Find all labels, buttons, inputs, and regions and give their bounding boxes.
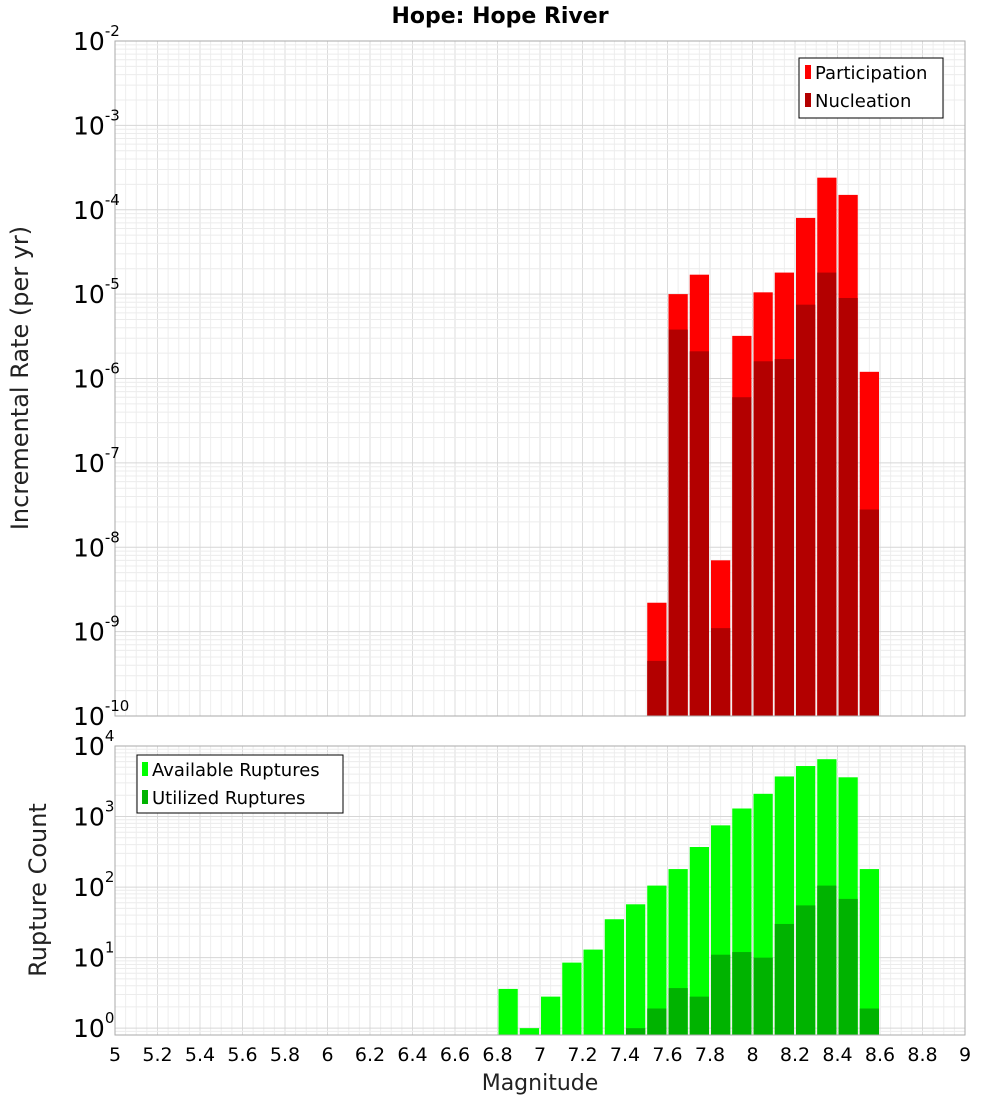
bar-utilized-ruptures-7.85 (711, 954, 731, 1035)
y-tick-label: 10-10 (73, 697, 129, 731)
bar-utilized-ruptures-8.45 (838, 898, 858, 1035)
x-tick-label: 7.2 (567, 1044, 597, 1066)
x-tick-label: 8 (746, 1044, 758, 1066)
bar-utilized-ruptures-7.95 (732, 952, 752, 1035)
x-tick-label: 7 (534, 1044, 546, 1066)
legend-box-2 (136, 754, 344, 814)
y-tick-label: 10-5 (73, 275, 120, 309)
x-tick-label: 5.4 (185, 1044, 215, 1066)
bar-nucleation-8.15 (774, 359, 794, 716)
x-tick-label: 6.4 (397, 1044, 427, 1066)
x-tick-label: 6.2 (355, 1044, 385, 1066)
axes-layer: 10-10 10-9 10-8 10-7 10-6 10-5 10-4 10-3 10-2 Inc… (6, 22, 971, 1066)
x-tick-label: 9 (959, 1044, 971, 1066)
legend-label: Participation (815, 63, 927, 84)
x-tick-label: 6.6 (440, 1044, 470, 1066)
bar-available-ruptures-7.75 (689, 847, 709, 1035)
y-tick-label: 10-4 (73, 191, 120, 225)
bars-layer (498, 177, 879, 1035)
legend-label: Available Ruptures (152, 760, 320, 781)
bar-nucleation-7.75 (689, 351, 709, 716)
x-tick-label: 8.6 (865, 1044, 895, 1066)
y-tick-label: 101 (73, 939, 114, 973)
legend-swatch (142, 762, 148, 776)
y-tick-label: 10-2 (73, 22, 120, 56)
bar-utilized-ruptures-7.75 (689, 996, 709, 1035)
x-tick-label: 6 (321, 1044, 333, 1066)
chart-title: Hope: Hope River (391, 4, 608, 29)
x-tick-label: 5 (109, 1044, 121, 1066)
bar-nucleation-7.55 (647, 660, 667, 716)
legend-swatch (805, 93, 811, 107)
bar-available-ruptures-7.05 (541, 996, 561, 1035)
bar-utilized-ruptures-8.15 (774, 923, 794, 1035)
bar-available-ruptures-7.45 (626, 904, 646, 1035)
bar-utilized-ruptures-7.45 (626, 1028, 646, 1035)
bar-nucleation-8.35 (817, 272, 837, 716)
legend-layer: Participation Nucleation Available Rupture… (136, 57, 944, 814)
x-tick-label: 8.8 (907, 1044, 937, 1066)
plot-frame-2 (114, 745, 966, 1036)
x-tick-label: 8.4 (822, 1044, 852, 1066)
y-tick-label: 10-7 (73, 444, 120, 478)
bar-nucleation-8.55 (859, 509, 879, 716)
bar-available-ruptures-8.55 (859, 869, 879, 1035)
x-tick-label: 7.8 (695, 1044, 725, 1066)
x-tick-label: 5.8 (270, 1044, 300, 1066)
y-tick-label: 103 (73, 798, 114, 832)
bar-available-ruptures-7.35 (604, 919, 624, 1035)
bar-utilized-ruptures-7.65 (668, 988, 688, 1035)
legend-box-1 (798, 57, 944, 119)
y-axis-label-1: Incremental Rate (per yr) (6, 226, 34, 530)
x-tick-label: 7.4 (610, 1044, 640, 1066)
bar-available-ruptures-7.25 (583, 949, 603, 1035)
y-tick-label: 10-3 (73, 106, 120, 140)
y-tick-label: 100 (73, 1009, 114, 1043)
legend-swatch (805, 65, 811, 79)
y-tick-label: 10-8 (73, 528, 120, 562)
y-tick-label: 102 (73, 868, 114, 902)
bar-available-ruptures-7.15 (562, 962, 582, 1035)
bar-utilized-ruptures-8.05 (753, 957, 773, 1035)
legend-label: Nucleation (815, 91, 911, 112)
bar-nucleation-7.65 (668, 329, 688, 716)
bar-utilized-ruptures-8.25 (796, 905, 816, 1035)
bar-utilized-ruptures-7.55 (647, 1008, 667, 1035)
bar-nucleation-7.85 (711, 628, 731, 716)
plot-frame-1 (114, 40, 966, 717)
bar-nucleation-8.05 (753, 361, 773, 716)
legend-swatch (142, 790, 148, 804)
bar-utilized-ruptures-8.35 (817, 885, 837, 1035)
bar-nucleation-8.45 (838, 297, 858, 716)
x-tick-label: 6.8 (482, 1044, 512, 1066)
y-tick-label: 104 (73, 727, 114, 761)
x-tick-label: 5.2 (142, 1044, 172, 1066)
y-tick-label: 10-9 (73, 613, 120, 647)
x-tick-label: 5.6 (227, 1044, 257, 1066)
x-tick-label: 7.6 (652, 1044, 682, 1066)
legend-label: Utilized Ruptures (152, 788, 305, 809)
bar-utilized-ruptures-8.55 (859, 1008, 879, 1035)
bar-nucleation-8.25 (796, 304, 816, 716)
x-axis-label: Magnitude (482, 1071, 599, 1096)
bar-available-ruptures-6.85 (498, 988, 518, 1035)
y-tick-label: 10-6 (73, 360, 120, 394)
grid-layer (114, 41, 966, 1036)
y-axis-label-2: Rupture Count (24, 803, 52, 977)
bar-nucleation-7.95 (732, 397, 752, 716)
bar-available-ruptures-7.55 (647, 885, 667, 1035)
bar-available-ruptures-6.95 (519, 1028, 539, 1035)
x-tick-label: 8.2 (780, 1044, 810, 1066)
